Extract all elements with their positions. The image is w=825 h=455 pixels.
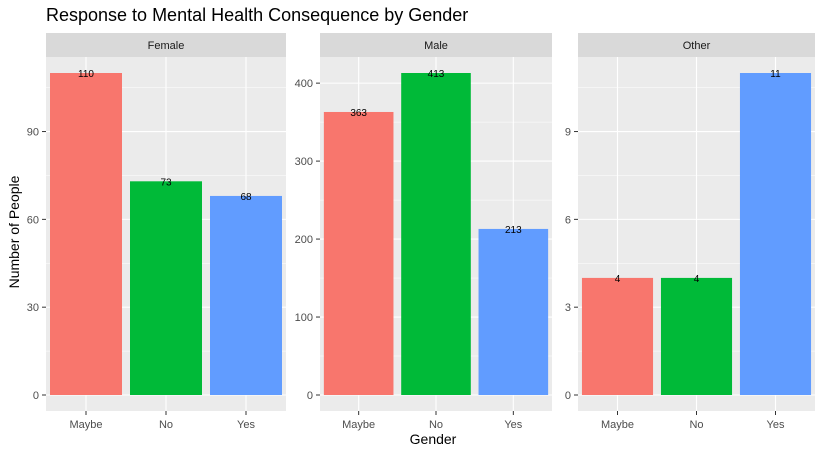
y-tick-label: 0	[33, 390, 39, 402]
data-label: 363	[350, 108, 367, 119]
bar-other-yes	[739, 73, 812, 395]
y-tick-label: 30	[27, 302, 39, 314]
y-tick-label: 60	[27, 214, 39, 226]
facet-strip-female	[46, 33, 286, 57]
bar-other-maybe	[581, 277, 654, 395]
facet-label: Other	[683, 40, 711, 52]
facet-label: Female	[148, 40, 185, 52]
y-tick-label: 90	[27, 127, 39, 139]
bar-other-no	[660, 277, 733, 395]
data-label: 4	[694, 274, 700, 285]
y-tick-label: 3	[565, 302, 571, 314]
y-tick-label: 9	[565, 127, 571, 139]
y-tick-label: 300	[295, 156, 313, 168]
y-tick-label: 6	[565, 214, 571, 226]
x-tick-label: No	[689, 419, 703, 431]
data-label: 213	[505, 225, 522, 236]
bar-female-maybe	[50, 73, 122, 395]
y-tick-label: 200	[295, 234, 313, 246]
data-label: 4	[615, 274, 621, 285]
facet-label: Male	[424, 40, 448, 52]
facet-strip-male	[320, 33, 552, 57]
data-label: 110	[78, 69, 94, 80]
y-tick-label: 0	[307, 390, 313, 402]
facet-strip-other	[578, 33, 815, 57]
bar-male-no	[401, 73, 471, 395]
x-tick-label: Maybe	[601, 419, 634, 431]
bar-female-yes	[210, 195, 282, 395]
data-label: 413	[428, 69, 445, 80]
data-label: 73	[160, 177, 172, 188]
x-tick-label: Yes	[504, 419, 522, 431]
x-tick-label: No	[159, 419, 173, 431]
x-tick-label: Yes	[237, 419, 255, 431]
data-label: 68	[240, 192, 252, 203]
x-tick-label: Maybe	[69, 419, 102, 431]
bar-female-no	[130, 181, 202, 395]
y-tick-label: 100	[295, 312, 313, 324]
data-label: 11	[770, 69, 781, 80]
x-tick-label: Maybe	[342, 419, 375, 431]
x-tick-label: Yes	[767, 419, 785, 431]
x-axis-label: Gender	[409, 431, 457, 447]
bar-male-maybe	[323, 111, 394, 396]
y-tick-label: 0	[565, 390, 571, 402]
chart-title: Response to Mental Health Consequence by…	[46, 5, 469, 25]
x-tick-label: No	[429, 419, 443, 431]
bar-male-yes	[478, 228, 549, 395]
y-tick-label: 400	[295, 78, 313, 90]
